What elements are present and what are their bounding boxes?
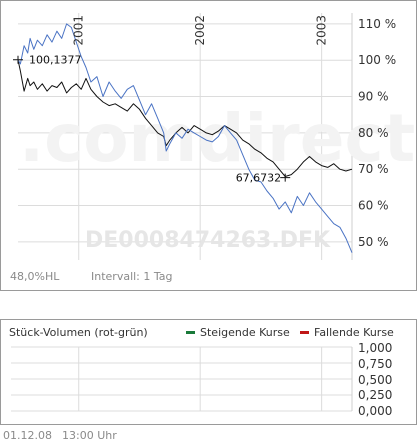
y-tick-label: 50 %	[358, 235, 389, 249]
legend-rising: Steigende Kurse	[186, 326, 290, 339]
comdirect-watermark: .comdirect	[19, 100, 415, 177]
rising-swatch-icon	[186, 331, 195, 334]
price-chart: .comdirect DE0008474263.DFK 100,1377 67,6…	[13, 13, 415, 260]
volume-grid	[11, 346, 353, 412]
series-layer	[17, 23, 353, 253]
footer-date: 01.12.08	[3, 429, 52, 442]
legend-rising-label: Steigende Kurse	[200, 326, 290, 339]
hl-label: %HL	[34, 270, 60, 283]
volume-tick-0500: 0,500	[358, 373, 393, 387]
y-tick-label: 60 %	[358, 199, 389, 213]
hl-value: 48,0	[10, 270, 35, 283]
x-axis-ticks: 2001 2002 2003	[72, 15, 329, 46]
annotation-label: 67,6732	[236, 172, 282, 185]
price-chart-panel: .comdirect DE0008474263.DFK 100,1377 67,6…	[0, 0, 417, 291]
x-tick-label: 2003	[315, 15, 329, 46]
y-tick-label: 70 %	[358, 162, 389, 176]
volume-tick-0250: 0,250	[358, 388, 393, 402]
series-line-blue	[17, 23, 353, 253]
y-axis-ticks: 110 % 100 % 90 % 80 % 70 % 60 % 50 %	[358, 17, 396, 249]
volume-tick-0750: 0,750	[358, 357, 393, 371]
annotation-label: 100,1377	[29, 54, 82, 67]
annotation-layer: 100,1377 67,6732	[13, 54, 291, 185]
price-grid	[18, 13, 353, 260]
footer-time: 13:00 Uhr	[62, 429, 117, 442]
volume-tick-1000: 1,000	[358, 341, 393, 355]
series-line-black	[17, 59, 353, 177]
interval-label: Intervall: 1 Tag	[91, 270, 173, 283]
annotation-marker-icon	[280, 173, 291, 182]
volume-title: Stück-Volumen (rot-grün)	[9, 326, 148, 339]
y-tick-label: 80 %	[358, 126, 389, 140]
volume-chart-panel: Stück-Volumen (rot-grün) Steigende Kurse…	[0, 319, 417, 425]
hl-readout: 48,0%HL	[10, 270, 59, 283]
falling-swatch-icon	[300, 331, 309, 334]
volume-tick-0000: 0,000	[358, 404, 393, 418]
x-tick-label: 2002	[193, 15, 207, 46]
legend-falling-label: Fallende Kurse	[314, 326, 394, 339]
x-tick-label: 2001	[72, 15, 86, 46]
y-tick-label: 100 %	[358, 53, 396, 67]
y-tick-label: 90 %	[358, 90, 389, 104]
annotation-marker-icon	[13, 55, 23, 64]
y-tick-label: 110 %	[358, 17, 396, 31]
legend-falling: Fallende Kurse	[300, 326, 394, 339]
isin-watermark: DE0008474263.DFK	[85, 228, 331, 253]
